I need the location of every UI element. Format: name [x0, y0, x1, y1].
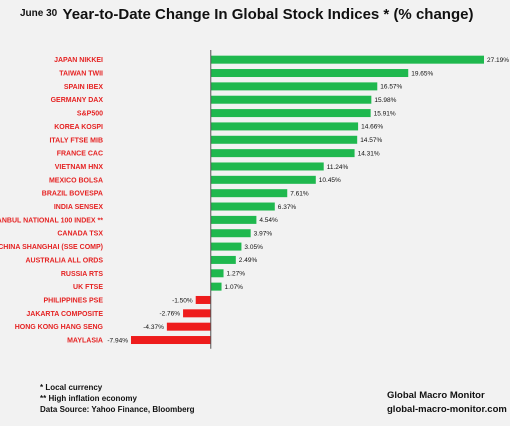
value-label-taiwan-twii: 19.65% [411, 70, 433, 77]
category-label-germany-dax: GERMANY DAX [51, 97, 104, 104]
bar-italy-ftse-mib [210, 135, 358, 144]
value-label-japan-nikkei: 27.19% [487, 57, 509, 64]
bar-vietnam-hnx [210, 162, 324, 171]
footnote-local-currency: * Local currency [40, 383, 103, 392]
value-label-france-cac: 14.31% [358, 150, 380, 157]
bar-china-shanghai-sse-comp [210, 242, 242, 251]
category-label-japan-nikkei: JAPAN NIKKEI [54, 57, 103, 64]
category-label-italy-ftse-mib: ITALY FTSE MIB [49, 137, 103, 144]
category-label-jakarta-composite: JAKARTA COMPOSITE [26, 311, 103, 318]
bar-philippines-pse [195, 295, 211, 304]
bar-korea-kospi [210, 122, 359, 131]
value-label-mexico-bolsa: 10.45% [319, 177, 341, 184]
bar-taiwan-twii [210, 69, 409, 78]
category-label-canada-tsx: CANADA TSX [57, 231, 103, 238]
category-label-mexico-bolsa: MEXICO BOLSA [49, 177, 103, 184]
category-label-taiwan-twii: TAIWAN TWII [59, 71, 103, 78]
bar-canada-tsx [210, 229, 251, 238]
bar-australia-all-ords [210, 255, 236, 264]
value-label-australia-all-ords: 2.49% [239, 257, 258, 264]
value-label-uk-ftse: 1.07% [225, 284, 244, 291]
category-label-maylasia: MAYLASIA [67, 338, 103, 345]
bar-spain-ibex [210, 82, 378, 91]
bar-india-sensex [210, 202, 275, 211]
bar-japan-nikkei [210, 55, 484, 64]
bar-germany-dax [210, 95, 372, 104]
bar-france-cac [210, 149, 355, 158]
brand-name: Global Macro Monitor [387, 390, 485, 401]
footnote-inflation: ** High inflation economy [40, 394, 137, 403]
category-label-vietnam-hnx: VIETNAM HNX [55, 164, 104, 171]
category-label-istanbul-national-100-index: ISTANBUL NATIONAL 100 INDEX ** [0, 217, 103, 224]
value-label-germany-dax: 15.98% [374, 97, 396, 104]
bar-jakarta-composite [183, 309, 211, 318]
category-label-hong-kong-hang-seng: HONG KONG HANG SENG [15, 324, 104, 331]
bar-maylasia [131, 336, 211, 345]
value-label-istanbul-national-100-index: 4.54% [259, 217, 278, 224]
value-label-canada-tsx: 3.97% [254, 231, 273, 238]
category-label-s-p500: S&P500 [77, 111, 103, 118]
footnote-data-source: Data Source: Yahoo Finance, Bloomberg [40, 405, 195, 414]
category-label-korea-kospi: KOREA KOSPI [54, 124, 103, 131]
value-label-jakarta-composite: -2.76% [159, 311, 180, 318]
value-label-philippines-pse: -1.50% [172, 297, 193, 304]
category-label-china-shanghai-sse-comp: CHINA SHANGHAI (SSE COMP) [0, 244, 103, 251]
value-label-china-shanghai-sse-comp: 3.05% [244, 244, 263, 251]
bar-mexico-bolsa [210, 175, 316, 184]
category-label-australia-all-ords: AUSTRALIA ALL ORDS [25, 257, 103, 264]
bar-brazil-bovespa [210, 189, 288, 198]
bars-group [131, 55, 484, 345]
bar-istanbul-national-100-index [210, 215, 257, 224]
category-label-uk-ftse: UK FTSE [73, 284, 103, 291]
value-label-russia-rts: 1.27% [227, 271, 246, 278]
value-label-maylasia: -7.94% [107, 337, 128, 344]
category-label-philippines-pse: PHILIPPINES PSE [43, 297, 103, 304]
value-label-korea-kospi: 14.66% [361, 124, 383, 131]
value-label-vietnam-hnx: 11.24% [327, 164, 349, 171]
bar-hong-kong-hang-seng [166, 322, 211, 331]
date-label: June 30 [20, 8, 58, 19]
bar-russia-rts [210, 269, 224, 278]
value-labels: 27.19% 19.65% 16.57% 15.98% 15.91% 14.66% 14.5… [107, 57, 509, 344]
value-label-india-sensex: 6.37% [278, 204, 297, 211]
category-label-india-sensex: INDIA SENSEX [54, 204, 103, 211]
bar-s-p500 [210, 109, 371, 118]
value-label-italy-ftse-mib: 14.57% [360, 137, 382, 144]
chart-title: Year-to-Date Change In Global Stock Indi… [63, 6, 474, 23]
category-label-russia-rts: RUSSIA RTS [61, 271, 103, 278]
value-label-s-p500: 15.91% [374, 110, 396, 117]
category-label-france-cac: FRANCE CAC [57, 151, 103, 158]
category-labels: JAPAN NIKKEI TAIWAN TWII SPAIN IBEX GERMANY… [0, 57, 104, 344]
value-label-brazil-bovespa: 7.61% [290, 190, 309, 197]
value-label-spain-ibex: 16.57% [380, 84, 402, 91]
category-label-spain-ibex: SPAIN IBEX [64, 84, 103, 91]
value-label-hong-kong-hang-seng: -4.37% [143, 324, 164, 331]
bar-uk-ftse [210, 282, 222, 291]
brand-url: global-macro-monitor.com [387, 404, 507, 415]
category-label-brazil-bovespa: BRAZIL BOVESPA [42, 191, 103, 198]
